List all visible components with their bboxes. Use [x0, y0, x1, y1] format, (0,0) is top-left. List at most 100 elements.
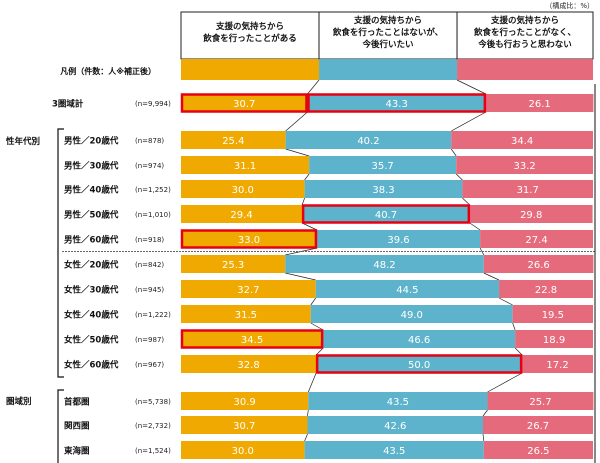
legend-label: 飲食を行ったことはないが、 [332, 27, 443, 38]
bar-segment [181, 392, 309, 410]
connector-line [315, 347, 324, 356]
group-bracket [57, 128, 64, 378]
row-n: (n=9,994) [135, 100, 171, 108]
connector-line [307, 409, 309, 417]
row-label: 3圏域計 [52, 99, 84, 110]
bar-segment [285, 131, 452, 149]
connector-line [307, 372, 317, 393]
data-label: 31.1 [234, 161, 256, 172]
row-label: 女性／60歳代 [64, 360, 119, 371]
data-label: 30.0 [232, 446, 254, 457]
data-label: 33.2 [513, 161, 535, 172]
data-label: 18.9 [543, 335, 565, 346]
row-n: (n=2,732) [135, 422, 171, 430]
legend-label: 支援の気持ちから [215, 21, 284, 32]
highlight-box [180, 93, 308, 113]
bar-segment [480, 230, 593, 248]
data-label: 26.5 [527, 446, 549, 457]
legend-header-box [318, 11, 458, 60]
connector-line [301, 222, 318, 231]
data-label: 43.3 [386, 99, 408, 110]
connector-line [483, 272, 500, 281]
connector-line [301, 197, 305, 206]
highlight-box [180, 229, 318, 249]
connector-line [310, 297, 317, 306]
data-label: 32.8 [237, 360, 259, 371]
legend-label: 今後も行おうと思わない [477, 39, 572, 50]
row-label: 男性／40歳代 [64, 185, 119, 196]
data-label: 26.7 [527, 421, 549, 432]
connector-line [479, 247, 485, 256]
data-label: 34.5 [241, 335, 263, 346]
bar-segment [304, 180, 463, 198]
row-label: 女性／20歳代 [64, 260, 119, 271]
row-label: 女性／30歳代 [64, 285, 119, 296]
bar-segment [181, 280, 316, 298]
row-label: 関西圏 [64, 421, 90, 432]
connector-line [304, 433, 308, 442]
bar-segment [522, 355, 593, 373]
row-n: (n=967) [135, 361, 164, 369]
data-label: 33.0 [238, 235, 260, 246]
data-label: 31.7 [517, 185, 539, 196]
connector-line [455, 173, 463, 181]
bar-segment [512, 305, 593, 323]
connector-line [310, 322, 324, 331]
data-label: 30.7 [233, 99, 255, 110]
bar-segment [323, 330, 516, 348]
connector-line [450, 148, 457, 157]
connector-line [456, 79, 487, 95]
row-n: (n=1,010) [135, 211, 171, 219]
row-n: (n=1,252) [135, 186, 171, 194]
row-n: (n=945) [135, 286, 164, 294]
bar-segment [316, 355, 523, 373]
bar-segment [181, 255, 286, 273]
highlight-box [315, 354, 523, 374]
bar-segment [483, 441, 593, 459]
bar-segment [499, 280, 593, 298]
bar-segment [462, 180, 593, 198]
data-label: 22.8 [535, 285, 557, 296]
bar-segment [482, 416, 593, 434]
group-bracket [57, 389, 64, 463]
data-label: 40.7 [375, 210, 397, 221]
bar-segment [469, 205, 593, 223]
bar-segment [307, 416, 483, 434]
connector-line [451, 111, 487, 132]
bar-segment [315, 280, 500, 298]
bar-segment [181, 330, 324, 348]
data-label: 25.7 [529, 397, 551, 408]
highlight-box [307, 93, 487, 113]
data-label: 35.7 [372, 161, 394, 172]
data-label: 26.6 [527, 260, 549, 271]
row-label: 女性／40歳代 [64, 310, 119, 321]
bar-segment [181, 94, 308, 112]
data-label: 26.1 [529, 99, 551, 110]
bar-segment [181, 355, 317, 373]
row-n: (n=842) [135, 261, 164, 269]
connector-line [285, 148, 310, 157]
legend-label: 支援の気持ちから [353, 15, 422, 26]
bar-segment [304, 441, 484, 459]
bar-segment [483, 255, 594, 273]
bar-segment [181, 230, 317, 248]
bar-segment [456, 156, 593, 174]
row-n: (n=974) [135, 162, 164, 170]
row-label: 首都圏 [64, 397, 90, 408]
bar-segment [181, 416, 308, 434]
data-label: 39.6 [387, 235, 409, 246]
legend-title: 凡例（件数：人※補正後） [60, 66, 156, 76]
bar-segment [181, 131, 286, 149]
data-label: 43.5 [387, 397, 409, 408]
data-label: 48.2 [373, 260, 395, 271]
row-n: (n=987) [135, 336, 164, 344]
row-label: 女性／50歳代 [64, 335, 119, 346]
data-label: 17.2 [546, 360, 568, 371]
data-label: 27.4 [525, 235, 547, 246]
connector-line [285, 111, 308, 132]
connector-line [512, 322, 516, 331]
connector-line [285, 272, 316, 281]
connector-line [304, 173, 310, 181]
bar-segment [309, 156, 457, 174]
